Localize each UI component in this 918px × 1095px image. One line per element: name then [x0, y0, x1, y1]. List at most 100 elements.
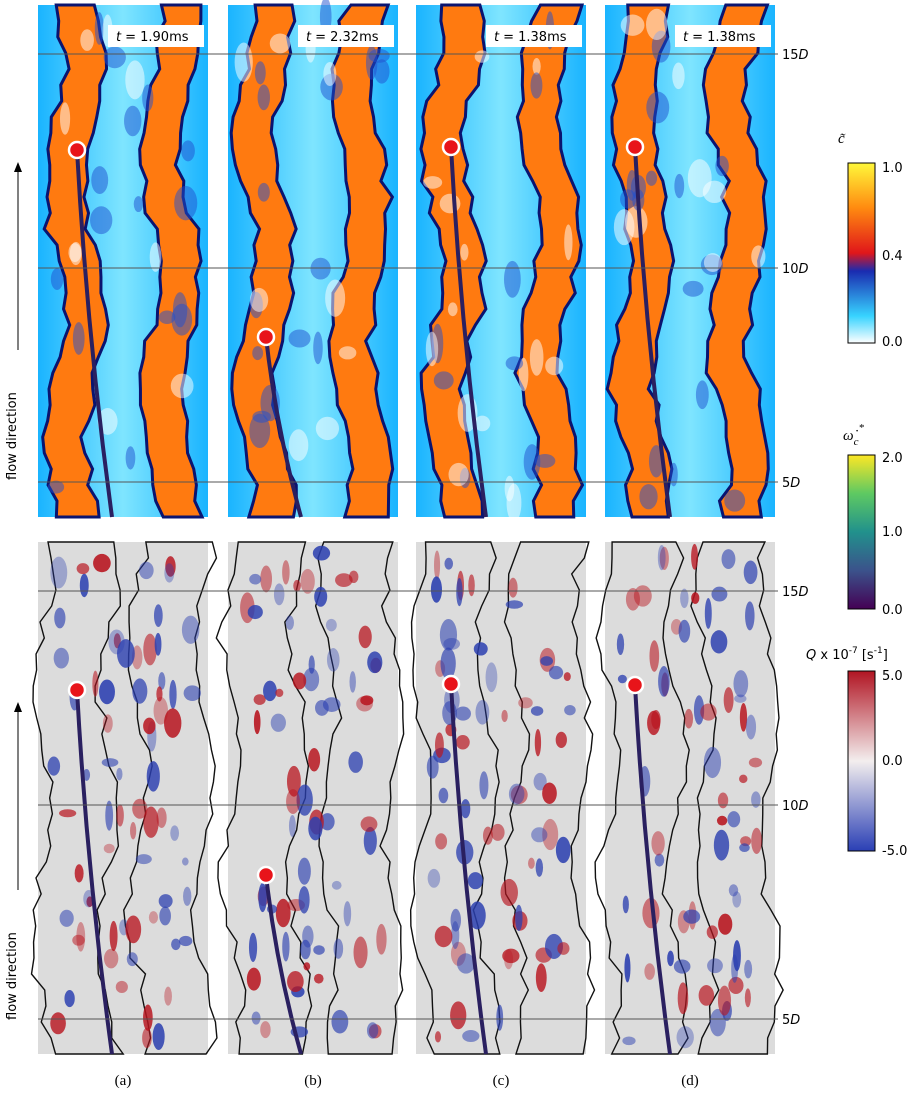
vortex-blob	[691, 592, 700, 604]
contour	[30, 541, 125, 1055]
time-value: = 1.90ms	[125, 30, 189, 45]
vortex-blob	[348, 570, 359, 584]
vortex-blob	[72, 934, 85, 946]
field-spot	[682, 280, 704, 297]
vortex-blob	[159, 906, 171, 926]
vortex-blob	[739, 774, 748, 784]
vortex-blob	[450, 908, 462, 932]
flame-band	[327, 3, 395, 519]
height-label: 15D	[782, 585, 809, 600]
vortex-blob	[333, 938, 344, 959]
vortex-blob	[544, 933, 563, 959]
field-spot	[534, 453, 556, 468]
vortex-blob	[348, 751, 363, 773]
vortex-blob	[322, 697, 341, 712]
colorbar-title: Q x 10-7 [s-1]	[806, 646, 888, 663]
height-number: 15	[782, 585, 799, 600]
vortex-blob	[693, 695, 705, 725]
colorbar-tick: 0.0	[882, 603, 903, 618]
vortex-blob	[363, 826, 377, 855]
vortex-blob	[718, 913, 733, 935]
trajectory	[633, 146, 672, 518]
vortex-blob	[728, 884, 739, 897]
vortex-blob	[475, 699, 490, 725]
vortex-blob	[285, 615, 294, 630]
vortex-blob	[50, 556, 68, 589]
vortex-blob	[125, 915, 142, 944]
vortex-blob	[426, 755, 439, 779]
colorbar-tick: 1.0	[882, 161, 903, 176]
height-number: 5	[782, 1013, 790, 1028]
vortex-blob	[479, 771, 489, 800]
field-spot	[59, 102, 71, 135]
vortex-blob	[143, 717, 156, 735]
vortex-blob	[79, 573, 89, 598]
vortex-blob	[249, 573, 262, 585]
vortex-blob	[504, 949, 514, 970]
vortex-blob	[115, 980, 128, 994]
vortex-blob	[360, 695, 374, 706]
field-spot	[523, 444, 541, 480]
vortex-blob	[450, 1001, 467, 1030]
vortex-blob	[732, 891, 742, 908]
field	[38, 542, 208, 1054]
vortex-blob	[515, 904, 523, 931]
vortex-blob	[93, 553, 111, 573]
vortex-blob	[434, 925, 453, 948]
field-spot	[751, 245, 766, 268]
vortex-blob	[59, 809, 77, 818]
vortex-blob	[171, 938, 181, 951]
vortex-blob	[733, 670, 749, 698]
tracer-particle	[441, 137, 461, 157]
time-box	[675, 25, 771, 47]
field-spot	[50, 268, 64, 290]
time-box	[298, 25, 394, 47]
height-number: 10	[782, 262, 799, 277]
panel: (b)	[215, 541, 405, 1089]
vortex-blob	[64, 990, 75, 1008]
vortex-blob	[331, 880, 342, 890]
height-unit: D	[790, 476, 800, 491]
vortex-blob	[622, 1036, 636, 1046]
vortex-blob	[263, 680, 277, 702]
panel: t = 1.38ms	[416, 3, 586, 523]
vortex-blob	[727, 811, 741, 828]
vortex-blob	[103, 948, 119, 969]
panel-label: (d)	[681, 1073, 699, 1089]
field-spot	[90, 206, 113, 235]
field-spot	[532, 58, 541, 75]
field-spot	[315, 416, 340, 441]
vortex-blob	[751, 827, 762, 855]
vortex-blob	[439, 618, 458, 651]
contour	[690, 541, 784, 1055]
height-unit: D	[799, 585, 809, 600]
vortex-blob	[253, 710, 261, 735]
vortex-blob	[169, 679, 177, 710]
vortex-blob	[358, 625, 372, 649]
vortex-blob	[47, 756, 61, 776]
trajectory	[264, 336, 303, 518]
vortex-blob	[455, 706, 471, 721]
field-spot	[288, 429, 309, 462]
vortex-blob	[624, 953, 631, 983]
vortex-blob	[728, 976, 744, 995]
vortex-blob	[673, 959, 691, 974]
colorbar-tick: 0.0	[882, 335, 903, 350]
field-spot	[47, 480, 65, 494]
vortex-blob	[467, 872, 483, 890]
field-spot	[323, 61, 337, 87]
tracer-particle	[256, 327, 276, 347]
vortex-blob	[99, 679, 115, 705]
vortex-blob	[102, 714, 113, 733]
vortex-blob	[711, 586, 728, 602]
field-spot	[669, 462, 678, 487]
vortex-blob	[744, 959, 753, 979]
vortex-blob	[320, 813, 335, 831]
vortex-blob	[353, 936, 368, 969]
time-label: t = 1.38ms	[683, 30, 756, 45]
vortex-blob	[744, 988, 751, 1008]
colorbar-tick: 0.4	[882, 249, 903, 264]
field-spot	[68, 243, 82, 262]
height-label: 15D	[782, 48, 809, 63]
trajectory	[449, 683, 488, 1055]
